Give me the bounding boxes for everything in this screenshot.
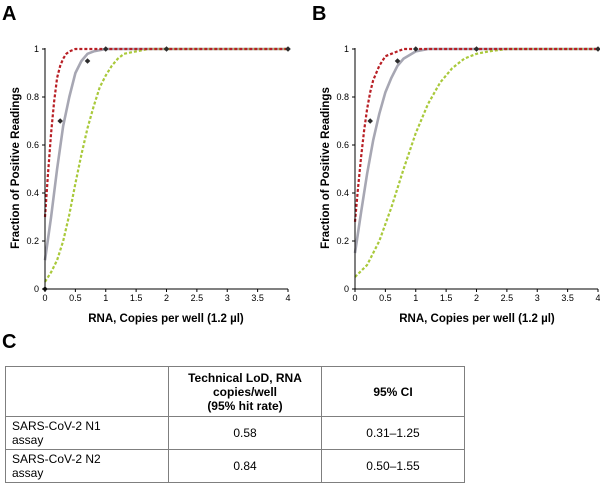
x-tick-label: 0.5 (69, 293, 82, 303)
data-point (84, 58, 91, 64)
y-tick-label: 0.6 (336, 140, 349, 150)
chart-b-points (367, 46, 600, 124)
x-tick-label: 3.5 (561, 293, 574, 303)
x-tick-label: 1.5 (130, 293, 143, 303)
series-red-line-b (353, 47, 598, 222)
ci-cell: 0.50–1.55 (321, 449, 465, 483)
series-green-line-b (354, 47, 598, 278)
data-point (473, 46, 480, 52)
table-header-row: Technical LoD, RNA copies/well (95% hit … (5, 366, 465, 417)
x-tick-label: 1 (413, 293, 418, 303)
assay-line: SARS-CoV-2 N1 (12, 419, 101, 433)
y-tick-label: 0.4 (26, 188, 39, 198)
header-empty-cell (5, 366, 169, 417)
chart-a-ticks: 0 0.5 1 1.5 2 2.5 3 3.5 4 0 0.2 0.4 0.6 0.8 1 (26, 44, 290, 303)
lod-table: Technical LoD, RNA copies/well (95% hit … (5, 366, 465, 483)
lod-cell: 0.84 (168, 449, 322, 483)
x-tick-label: 1.5 (440, 293, 453, 303)
lod-cell: 0.58 (168, 416, 322, 450)
data-point (412, 46, 419, 52)
x-tick-label: 2.5 (191, 293, 204, 303)
series-red-line-a (43, 47, 288, 218)
x-tick-label: 2 (474, 293, 479, 303)
assay-line: assay (12, 433, 44, 447)
x-tick-label: 3 (535, 293, 540, 303)
y-tick-label: 0.4 (336, 188, 349, 198)
y-tick-label: 0.6 (26, 140, 39, 150)
y-tick-label: 0.2 (26, 236, 39, 246)
chart-b-curves (353, 47, 598, 278)
data-point (394, 58, 401, 64)
x-tick-label: 3 (225, 293, 230, 303)
chart-b-axes (354, 48, 598, 290)
header-lod-line: copies/well (212, 384, 278, 399)
y-tick-label: 1 (344, 44, 349, 54)
data-point (595, 46, 600, 52)
header-lod-line: (95% hit rate) (207, 398, 283, 413)
header-lod: Technical LoD, RNA copies/well (95% hit … (168, 366, 322, 417)
data-point (285, 46, 291, 52)
header-ci: 95% CI (321, 366, 465, 417)
x-tick-label: 4 (285, 293, 290, 303)
header-lod-line: Technical LoD, RNA (188, 370, 302, 385)
y-tick-label: 1 (34, 44, 39, 54)
panel-c-letter: C (2, 331, 17, 353)
x-tick-label: 3.5 (251, 293, 264, 303)
x-tick-label: 2.5 (501, 293, 514, 303)
data-point (57, 118, 63, 124)
x-axis-label-b: RNA, Copies per well (1.2 µl) (399, 313, 555, 325)
chart-a-curves (43, 47, 288, 283)
assay-line: assay (12, 466, 44, 480)
series-gray-line-b (353, 47, 598, 254)
table-row: SARS-CoV-2 N2 assay 0.84 0.50–1.55 (5, 449, 465, 483)
assay-cell: SARS-CoV-2 N2 assay (5, 449, 169, 483)
y-axis-label-b: Fraction of Positive Readings (320, 87, 332, 249)
panel-b-letter: B (312, 3, 326, 25)
chart-b-ticks: 0 0.5 1 1.5 2 2.5 3 3.5 4 0 0.2 0.4 0.6 0.8 1 (336, 44, 600, 303)
x-tick-label: 0 (352, 293, 357, 303)
y-tick-label: 0.2 (336, 236, 349, 246)
assay-line: SARS-CoV-2 N2 (12, 452, 101, 466)
chart-panel-a: 0 0.5 1 1.5 2 2.5 3 3.5 4 0 0.2 0.4 0.6 0.8 1 RNA, Cop… (10, 44, 291, 325)
panel-a-letter: A (2, 3, 16, 25)
data-point (102, 46, 109, 52)
figure-charts: A 0 0.5 1 1.5 2 2.5 3 3.5 4 0 0.2 0.4 0.6 0.8 1 RNA, C… (2, 3, 600, 325)
x-tick-label: 0.5 (379, 293, 392, 303)
data-point (163, 46, 170, 52)
table-row: SARS-CoV-2 N1 assay 0.58 0.31–1.25 (5, 416, 465, 450)
y-tick-label: 0 (34, 284, 39, 294)
y-tick-label: 0 (344, 284, 349, 294)
y-tick-label: 0.8 (26, 92, 39, 102)
x-tick-label: 2 (164, 293, 169, 303)
x-tick-label: 1 (103, 293, 108, 303)
series-gray-line-a (43, 47, 288, 261)
y-axis-label-a: Fraction of Positive Readings (10, 87, 22, 249)
x-tick-label: 4 (595, 293, 600, 303)
ci-cell: 0.31–1.25 (321, 416, 465, 450)
y-tick-label: 0.8 (336, 92, 349, 102)
x-tick-label: 0 (42, 293, 47, 303)
x-axis-label-a: RNA, Copies per well (1.2 µl) (88, 313, 244, 325)
chart-a-points (42, 46, 291, 292)
chart-a-axes (44, 48, 288, 290)
assay-cell: SARS-CoV-2 N1 assay (5, 416, 169, 450)
series-green-line-a (44, 47, 288, 283)
data-point (367, 118, 373, 124)
chart-panel-b: 0 0.5 1 1.5 2 2.5 3 3.5 4 0 0.2 0.4 0.6 0.8 1 RNA, Cop… (320, 44, 600, 325)
